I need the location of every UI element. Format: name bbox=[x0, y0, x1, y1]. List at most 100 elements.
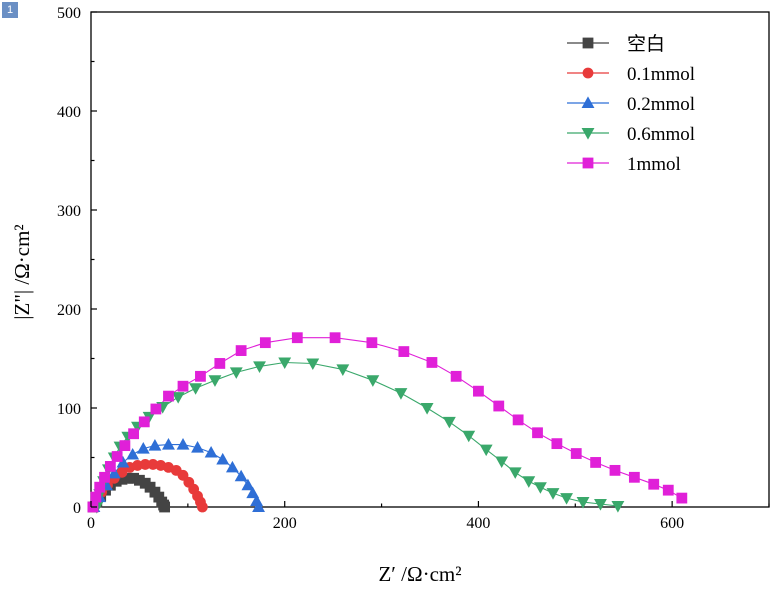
data-point bbox=[208, 375, 222, 387]
data-point bbox=[546, 488, 560, 500]
data-point bbox=[336, 364, 350, 376]
data-point bbox=[138, 416, 150, 428]
data-point bbox=[590, 457, 602, 468]
data-point bbox=[532, 427, 543, 439]
data-point bbox=[420, 402, 434, 415]
data-point bbox=[148, 439, 162, 451]
data-point bbox=[493, 400, 505, 412]
x-axis-title: Z′ /Ω·cm² bbox=[378, 562, 461, 586]
data-point bbox=[306, 358, 320, 371]
data-point bbox=[99, 471, 110, 483]
data-point bbox=[648, 478, 660, 490]
data-point bbox=[246, 486, 260, 499]
data-point bbox=[216, 452, 230, 465]
y-axis-title: |Z"| /Ω·cm² bbox=[10, 224, 34, 319]
plot-frame bbox=[90, 11, 770, 508]
data-point bbox=[329, 332, 341, 344]
data-point bbox=[533, 482, 547, 494]
data-point bbox=[225, 460, 239, 473]
data-point bbox=[366, 337, 378, 349]
data-point bbox=[512, 414, 524, 426]
data-point bbox=[560, 493, 573, 505]
data-point bbox=[462, 430, 476, 443]
data-point bbox=[450, 370, 462, 382]
data-point bbox=[136, 442, 150, 454]
data-point bbox=[398, 346, 410, 357]
data-point bbox=[676, 492, 688, 504]
x-tick-label: 0 bbox=[87, 515, 95, 532]
x-tick-label: 600 bbox=[660, 515, 684, 532]
data-point bbox=[191, 441, 204, 453]
data-point bbox=[551, 438, 563, 450]
data-point bbox=[214, 358, 226, 369]
data-point bbox=[171, 392, 185, 404]
data-point bbox=[104, 461, 116, 472]
data-point bbox=[426, 357, 438, 368]
legend-marker bbox=[582, 37, 594, 49]
y-tick-label: 200 bbox=[57, 302, 81, 319]
data-point bbox=[159, 501, 171, 513]
data-point bbox=[177, 469, 189, 481]
data-point bbox=[177, 380, 189, 392]
data-point bbox=[278, 357, 292, 370]
legend-label: 空白 bbox=[627, 33, 665, 55]
legend-label: 0.2mmol bbox=[627, 94, 695, 115]
data-point bbox=[128, 428, 140, 440]
data-point bbox=[176, 438, 190, 450]
data-point bbox=[611, 501, 625, 513]
legend: 空白 0.1mmol 0.2mmol 0.6mmol 1mmol bbox=[567, 33, 695, 175]
data-point bbox=[189, 383, 203, 395]
data-point bbox=[508, 467, 522, 479]
data-point bbox=[662, 484, 674, 496]
fit-curves bbox=[92, 337, 683, 508]
legend-label: 1mmol bbox=[627, 154, 681, 175]
data-points bbox=[87, 332, 688, 514]
legend-label: 0.6mmol bbox=[627, 124, 695, 145]
data-point bbox=[163, 390, 174, 402]
data-point bbox=[473, 385, 484, 397]
data-point bbox=[229, 367, 243, 379]
legend-marker bbox=[581, 96, 595, 108]
data-point bbox=[522, 476, 536, 488]
figure-number-badge: 1 bbox=[2, 2, 18, 18]
y-tick-label: 300 bbox=[57, 203, 81, 220]
plot-border bbox=[90, 11, 770, 508]
data-point bbox=[162, 438, 175, 450]
data-point bbox=[366, 375, 380, 387]
data-point bbox=[609, 464, 621, 476]
data-point bbox=[628, 471, 640, 483]
data-point bbox=[253, 361, 266, 373]
y-tick-label: 400 bbox=[57, 104, 81, 121]
data-point bbox=[259, 337, 271, 349]
y-tick-label: 0 bbox=[73, 500, 81, 517]
data-point bbox=[252, 500, 265, 513]
data-point bbox=[111, 451, 123, 462]
x-tick-label: 200 bbox=[273, 515, 297, 532]
data-point bbox=[119, 440, 131, 452]
data-point bbox=[234, 469, 248, 482]
data-point bbox=[107, 466, 121, 479]
data-point bbox=[235, 345, 247, 356]
x-tick-label: 400 bbox=[466, 515, 490, 532]
data-point bbox=[196, 501, 208, 513]
legend-marker bbox=[582, 157, 594, 169]
data-point bbox=[241, 478, 255, 491]
y-tick-label: 100 bbox=[57, 401, 81, 418]
data-point bbox=[90, 491, 102, 503]
y-tick-label: 500 bbox=[57, 5, 81, 22]
data-point bbox=[204, 445, 218, 458]
data-point bbox=[479, 444, 493, 457]
data-point bbox=[576, 497, 590, 509]
data-point bbox=[150, 403, 162, 415]
data-point bbox=[291, 332, 303, 344]
data-point bbox=[394, 388, 408, 400]
data-point bbox=[495, 456, 509, 469]
axis-ticks: 0 200 400 600 0 100 200 300 400 500 bbox=[57, 5, 770, 532]
legend-marker bbox=[582, 67, 594, 79]
legend-label: 0.1mmol bbox=[627, 64, 695, 85]
data-point bbox=[195, 370, 206, 382]
data-point bbox=[570, 448, 582, 459]
data-point bbox=[126, 447, 140, 460]
data-point bbox=[442, 416, 456, 429]
